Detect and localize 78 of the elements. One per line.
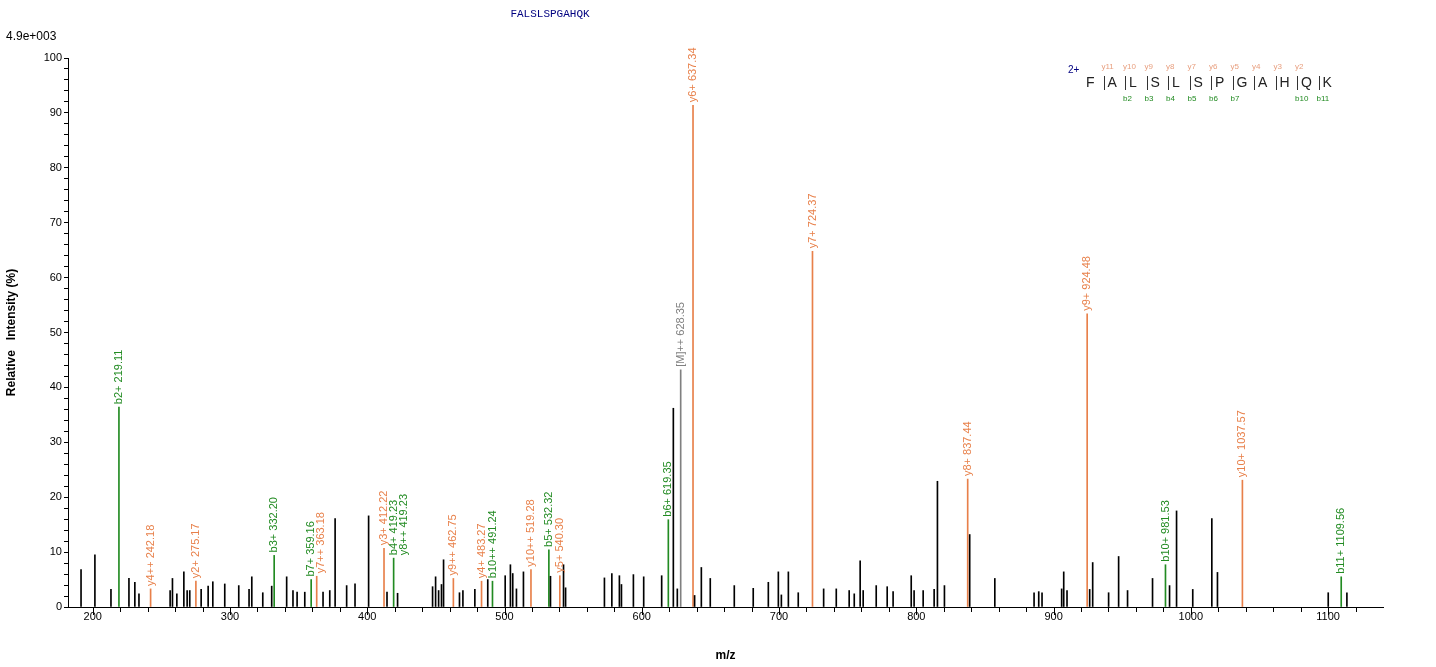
y-tick-label: 20 bbox=[49, 490, 62, 503]
annotation: y4++ 242.18 bbox=[143, 524, 156, 586]
annotation: b7+ 359.16 bbox=[304, 521, 317, 577]
annotation: y7 bbox=[1187, 62, 1196, 71]
annotation: y8 bbox=[1166, 62, 1175, 71]
annotation: A bbox=[1258, 74, 1268, 90]
x-tick-label: 200 bbox=[83, 609, 102, 622]
annotation: S bbox=[1193, 74, 1203, 90]
x-tick-label: 600 bbox=[632, 609, 651, 622]
annotation: b7 bbox=[1230, 94, 1240, 103]
annotation: b2 bbox=[1123, 94, 1132, 103]
annotation: y8++ 419.23 bbox=[396, 493, 409, 556]
annotation: y7++ 363.18 bbox=[314, 512, 327, 574]
annotation: [M]++ 628.35 bbox=[673, 302, 686, 367]
y-tick-label: 70 bbox=[49, 215, 62, 228]
annotation: 2+ bbox=[1068, 64, 1080, 75]
annotation: y10+ 1037.57 bbox=[1235, 410, 1248, 478]
annotation: b3 bbox=[1144, 94, 1154, 103]
annotation: b6 bbox=[1209, 94, 1218, 103]
annotation: y9 bbox=[1144, 62, 1153, 71]
annotation: y3 bbox=[1273, 62, 1282, 71]
annotation: y2+ 275.17 bbox=[188, 523, 201, 579]
annotation: b11+ 1109.56 bbox=[1334, 507, 1347, 574]
y-tick-label: 100 bbox=[43, 51, 62, 64]
annotation: y9+ 924.48 bbox=[1080, 256, 1093, 311]
annotation: y5+ 540.30 bbox=[552, 517, 565, 573]
annotation: G bbox=[1236, 74, 1248, 90]
annotation: P bbox=[1215, 74, 1225, 90]
annotation: y10 bbox=[1123, 62, 1136, 71]
annotation: b10++ 491.24 bbox=[485, 510, 498, 579]
annotation: y7+ 724.37 bbox=[805, 193, 818, 249]
x-tick-label: 800 bbox=[907, 609, 926, 622]
annotation: y10++ 519.28 bbox=[524, 499, 536, 567]
annotation: b6+ 619.35 bbox=[661, 461, 674, 517]
annotation: y4+ 483.27 bbox=[474, 523, 487, 579]
annotation: b5 bbox=[1187, 94, 1197, 103]
y-tick-label: 50 bbox=[49, 325, 62, 338]
annotation: y2 bbox=[1295, 62, 1304, 71]
annotation: y9++ 462.75 bbox=[446, 514, 459, 576]
text: 4.9e+003 bbox=[6, 29, 57, 43]
annotation: y11 bbox=[1101, 62, 1114, 71]
annotation: L bbox=[1172, 74, 1180, 90]
chart-title: FALSLSPGAHQK bbox=[509, 8, 591, 20]
y-tick-label: 90 bbox=[49, 105, 62, 118]
y-tick-label: 30 bbox=[49, 435, 62, 448]
annotation: L bbox=[1129, 74, 1137, 90]
annotation: b10+ 981.53 bbox=[1158, 500, 1171, 562]
y-tick-label: 0 bbox=[55, 600, 62, 613]
annotation: A bbox=[1107, 74, 1117, 90]
annotation: b2+ 219.11 bbox=[111, 349, 124, 405]
annotation: S bbox=[1150, 74, 1160, 90]
y-tick-label: 60 bbox=[49, 270, 62, 283]
annotation: b5+ 532.32 bbox=[541, 491, 554, 547]
annotation: y4 bbox=[1252, 62, 1261, 71]
annotation: y6 bbox=[1209, 62, 1218, 71]
annotation: K bbox=[1322, 74, 1332, 90]
annotation: b11 bbox=[1316, 94, 1330, 103]
annotation: Q bbox=[1301, 74, 1312, 90]
annotation: b4 bbox=[1166, 94, 1175, 103]
y-tick-label: 40 bbox=[49, 380, 62, 393]
x-tick-label: 900 bbox=[1044, 609, 1063, 622]
x-axis-title: m/z bbox=[715, 648, 736, 663]
annotation: y8+ 837.44 bbox=[960, 421, 973, 477]
annotation: F bbox=[1086, 74, 1095, 90]
x-tick-label: 300 bbox=[220, 609, 240, 622]
annotation: b10 bbox=[1295, 94, 1309, 103]
y-tick-label: 10 bbox=[49, 545, 62, 558]
annotation: H bbox=[1279, 74, 1290, 90]
x-tick-label: 400 bbox=[358, 609, 377, 622]
y-tick-label: 80 bbox=[49, 160, 62, 173]
annotation: y6+ 637.34 bbox=[686, 47, 699, 103]
x-tick-label: 500 bbox=[495, 609, 514, 622]
annotation: b3+ 332.20 bbox=[267, 497, 280, 553]
y-axis-title: Relative Intensity (%) bbox=[3, 268, 18, 397]
x-tick-label: 1100 bbox=[1316, 609, 1340, 622]
x-tick-label: 1000 bbox=[1178, 609, 1204, 622]
annotation: y5 bbox=[1230, 62, 1239, 71]
x-tick-label: 700 bbox=[769, 609, 789, 622]
